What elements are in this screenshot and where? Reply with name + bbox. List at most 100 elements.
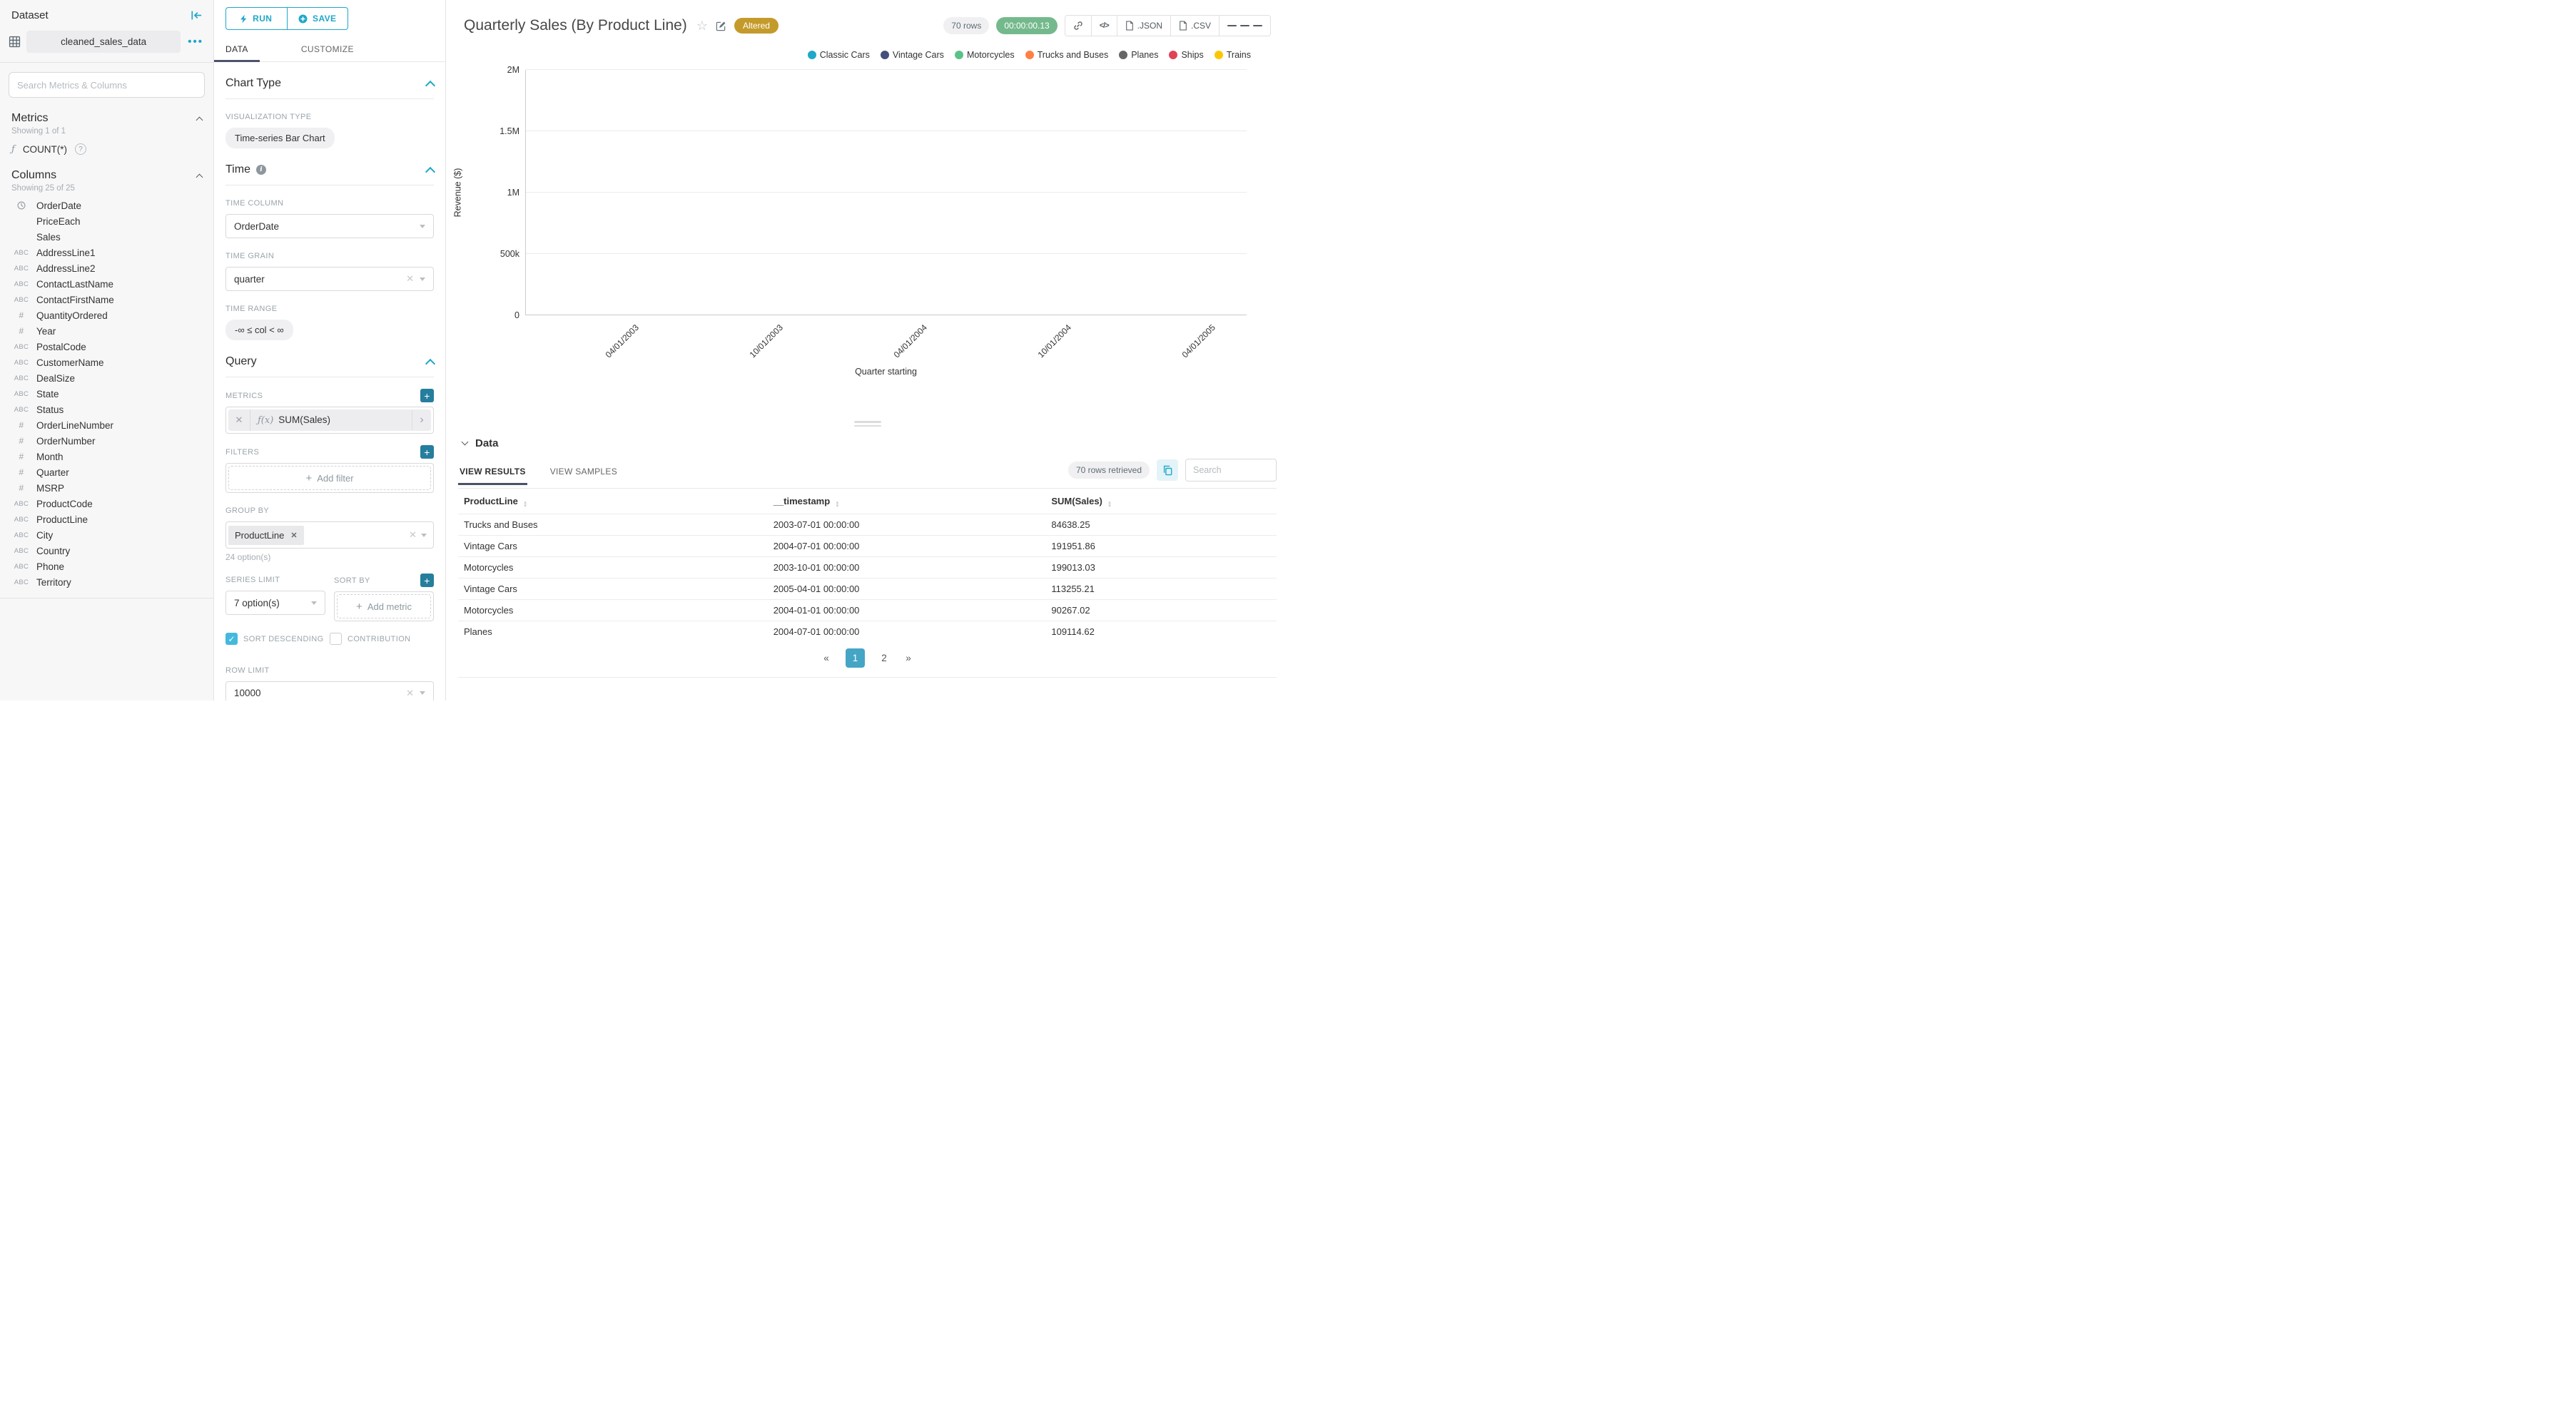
dataset-more-icon[interactable]: •••: [188, 36, 203, 48]
tab-data[interactable]: DATA: [214, 39, 260, 62]
column-item[interactable]: OrderDate: [0, 198, 213, 213]
time-grain-select[interactable]: quarter ✕: [225, 267, 434, 291]
chevron-up-icon[interactable]: [425, 358, 436, 369]
groupby-chip[interactable]: ProductLine ✕: [228, 525, 304, 545]
column-item[interactable]: # OrderLineNumber: [0, 417, 213, 433]
chevron-up-icon[interactable]: [425, 80, 436, 91]
bar-slot[interactable]: [1030, 70, 1102, 315]
column-item[interactable]: ABC Status: [0, 402, 213, 417]
add-filter-button[interactable]: +: [420, 445, 434, 459]
pagination-prev[interactable]: «: [823, 653, 829, 663]
edit-title-icon[interactable]: [716, 21, 726, 31]
copy-link-button[interactable]: [1065, 16, 1091, 36]
remove-icon[interactable]: ✕: [290, 531, 298, 540]
bar-slot[interactable]: [526, 70, 598, 315]
pagination-page[interactable]: 2: [881, 653, 887, 663]
legend-item[interactable]: Motorcycles: [954, 50, 1015, 60]
bar-slot[interactable]: [1102, 70, 1175, 315]
column-header[interactable]: __timestamp ▲ ▼: [768, 489, 1046, 514]
column-item[interactable]: ABC AddressLine1: [0, 245, 213, 260]
add-sort-metric-dropzone[interactable]: + Add metric: [337, 594, 431, 618]
legend-item[interactable]: Trains: [1214, 50, 1251, 60]
column-item[interactable]: ABC PostalCode: [0, 339, 213, 355]
column-item[interactable]: ABC State: [0, 386, 213, 402]
search-metrics-columns-input[interactable]: [9, 72, 205, 98]
legend-item[interactable]: Planes: [1119, 50, 1158, 60]
column-item[interactable]: ABC DealSize: [0, 370, 213, 386]
viz-type-value[interactable]: Time-series Bar Chart: [225, 128, 335, 148]
more-options-menu-icon[interactable]: [1219, 16, 1270, 36]
bar-slot[interactable]: [598, 70, 670, 315]
column-item[interactable]: ABC Territory: [0, 574, 213, 590]
help-icon[interactable]: ?: [75, 143, 87, 155]
chevron-up-icon[interactable]: [425, 166, 436, 177]
chevron-down-icon[interactable]: [461, 438, 469, 446]
tab-view-samples[interactable]: VIEW SAMPLES: [549, 467, 618, 477]
results-search-input[interactable]: [1185, 459, 1277, 482]
add-sort-metric-button[interactable]: +: [420, 574, 434, 587]
legend-item[interactable]: Ships: [1169, 50, 1204, 60]
column-item[interactable]: ABC ProductLine: [0, 511, 213, 527]
pagination-page[interactable]: 1: [846, 648, 865, 668]
clear-icon[interactable]: ✕: [406, 687, 414, 698]
chevron-up-icon[interactable]: [196, 173, 203, 181]
column-item[interactable]: # Year: [0, 323, 213, 339]
bar-slot[interactable]: [886, 70, 958, 315]
column-item[interactable]: # Month: [0, 449, 213, 464]
expand-metric-icon[interactable]: ›: [412, 410, 431, 430]
bar-slot[interactable]: [958, 70, 1030, 315]
sort-icon[interactable]: ▲ ▼: [522, 500, 528, 509]
export-csv-button[interactable]: .CSV: [1170, 16, 1219, 36]
legend-item[interactable]: Classic Cars: [807, 50, 870, 60]
export-json-button[interactable]: .JSON: [1116, 16, 1170, 36]
row-limit-select[interactable]: 10000 ✕: [225, 681, 434, 700]
chevron-up-icon[interactable]: [196, 116, 203, 124]
column-header[interactable]: SUM(Sales) ▲ ▼: [1045, 489, 1277, 514]
column-item[interactable]: ABC City: [0, 527, 213, 543]
run-button[interactable]: RUN: [226, 8, 287, 29]
column-item[interactable]: ABC CustomerName: [0, 355, 213, 370]
remove-metric-icon[interactable]: ✕: [228, 409, 250, 431]
clear-icon[interactable]: ✕: [406, 273, 414, 284]
bar-slot[interactable]: [1175, 70, 1247, 315]
save-button[interactable]: SAVE: [286, 8, 348, 29]
info-icon[interactable]: i: [255, 165, 266, 175]
metric-item[interactable]: ƒ COUNT(*) ?: [0, 137, 213, 159]
tab-view-results[interactable]: VIEW RESULTS: [458, 462, 527, 485]
dataset-name[interactable]: cleaned_sales_data: [26, 31, 181, 53]
embed-code-button[interactable]: </>: [1090, 16, 1117, 36]
column-item[interactable]: # QuantityOrdered: [0, 307, 213, 323]
bar-slot[interactable]: [670, 70, 742, 315]
time-range-value[interactable]: -∞ ≤ col < ∞: [225, 320, 293, 340]
column-item[interactable]: ABC AddressLine2: [0, 260, 213, 276]
column-header[interactable]: ProductLine ▲ ▼: [458, 489, 768, 514]
pagination-next[interactable]: »: [906, 653, 911, 663]
clear-icon[interactable]: ✕: [409, 529, 417, 540]
sort-icon[interactable]: ▲ ▼: [835, 500, 840, 509]
legend-item[interactable]: Trucks and Buses: [1025, 50, 1108, 60]
column-item[interactable]: Sales: [0, 229, 213, 245]
column-item[interactable]: # MSRP: [0, 480, 213, 496]
column-item[interactable]: ABC Phone: [0, 559, 213, 574]
collapse-panel-icon[interactable]: [191, 11, 202, 20]
column-item[interactable]: ABC ContactLastName: [0, 276, 213, 292]
metric-pill[interactable]: ✕ ƒ(x) SUM(Sales) ›: [228, 409, 431, 431]
column-item[interactable]: ABC ContactFirstName: [0, 292, 213, 307]
copy-data-button[interactable]: [1157, 459, 1178, 481]
time-column-select[interactable]: OrderDate: [225, 214, 434, 238]
add-filter-dropzone[interactable]: + Add filter: [228, 466, 431, 490]
series-limit-select[interactable]: 7 option(s): [225, 591, 325, 615]
tab-customize[interactable]: CUSTOMIZE: [300, 44, 354, 54]
groupby-select[interactable]: ProductLine ✕ ✕: [225, 521, 434, 549]
favorite-star-icon[interactable]: ☆: [696, 18, 708, 33]
bar-slot[interactable]: [814, 70, 886, 315]
sort-icon[interactable]: ▲ ▼: [1107, 500, 1112, 509]
bar-slot[interactable]: [742, 70, 814, 315]
column-item[interactable]: # OrderNumber: [0, 433, 213, 449]
column-item[interactable]: ABC ProductCode: [0, 496, 213, 511]
contribution-checkbox[interactable]: [330, 633, 342, 645]
legend-item[interactable]: Vintage Cars: [880, 50, 944, 60]
panel-resize-handle[interactable]: [853, 421, 881, 427]
column-item[interactable]: # Quarter: [0, 464, 213, 480]
sort-descending-checkbox[interactable]: ✓: [225, 633, 238, 645]
